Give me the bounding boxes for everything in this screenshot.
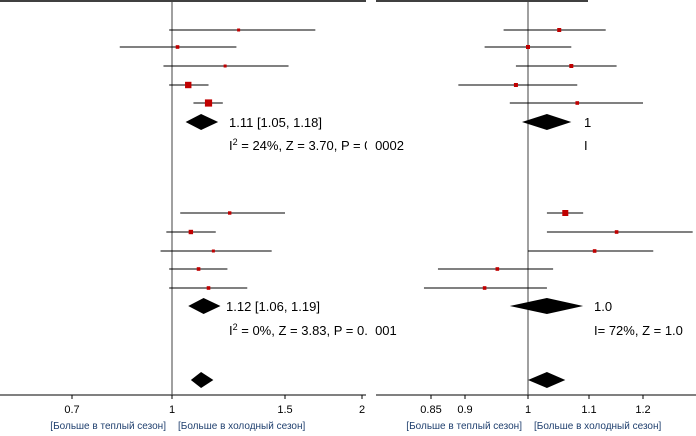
x-axis-label-left: [Больше в теплый сезон]: [50, 421, 166, 432]
study-point-marker: [227, 211, 232, 215]
pooled-effect-text: 1.11 [1.05, 1.18]: [229, 115, 322, 130]
overall-pooled-diamond: [190, 372, 214, 388]
forest-panel-right: 0.85 0.9 1 1.1 1.2 [Больше в теплый сезон] [Бо…: [376, 0, 696, 432]
study-point-marker: [237, 28, 241, 32]
x-axis-label-left: [Больше в теплый сезон]: [406, 421, 522, 432]
study-point-marker: [592, 249, 597, 253]
x-axis-label-right: [Больше в холодный сезон]: [178, 421, 306, 432]
panel-gap: [367, 0, 375, 436]
study-point-marker: [175, 45, 180, 49]
study-point-marker: [575, 101, 580, 105]
het-i: I: [594, 323, 598, 338]
study-point-marker: [557, 28, 562, 32]
study-point-marker: [526, 45, 530, 49]
het-sup: 2: [233, 322, 238, 332]
x-tick-label: 0.9: [457, 404, 472, 416]
het-stats: = 72%, Z = 1.0: [598, 323, 683, 338]
pooled-effect-text: 1.12 [1.06, 1.19]: [226, 299, 320, 314]
heterogeneity-text: I2 = 0%, Z = 3.83, P = 0.0001: [229, 322, 397, 338]
study-point-marker: [614, 230, 619, 234]
study-point-marker: [204, 99, 213, 107]
x-tick-label: 1: [169, 404, 175, 416]
x-tick-label: 0.85: [420, 404, 441, 416]
forest-panel-left: 0.7 1 1.5 2 [Больше в теплый сезон] [Больше в…: [0, 0, 404, 432]
het-stats: = 0%, Z = 3.83, P = 0.0001: [238, 323, 397, 338]
heterogeneity-text: I: [584, 138, 588, 153]
het-i: I: [229, 323, 233, 338]
study-point-marker: [562, 210, 569, 216]
pooled-effect-text: 1.0: [594, 299, 612, 314]
heterogeneity-text: I= 72%, Z = 1.0: [594, 323, 683, 338]
x-axis-label-right: [Больше в холодный сезон]: [534, 421, 662, 432]
study-point-marker: [188, 229, 194, 235]
x-tick-label: 1: [525, 404, 531, 416]
study-point-marker: [495, 267, 500, 271]
study-point-marker: [513, 83, 518, 87]
x-tick-label: 1.5: [277, 404, 292, 416]
x-tick-label: 0.7: [64, 404, 79, 416]
subgroup-pooled-diamond: [188, 298, 221, 314]
subgroup-pooled-diamond: [521, 114, 572, 130]
overall-pooled-diamond: [528, 372, 566, 388]
study-point-marker: [569, 64, 574, 68]
study-point-marker: [211, 249, 215, 253]
het-i: I: [229, 138, 233, 153]
x-tick-label: 1.1: [581, 404, 596, 416]
pooled-effect-text: 1: [584, 115, 591, 130]
study-point-marker: [196, 267, 201, 271]
heterogeneity-text: I2 = 24%, Z = 3.70, P = 0.0002: [229, 137, 404, 153]
het-stats: = 24%, Z = 3.70, P = 0.0002: [238, 138, 404, 153]
study-point-marker: [482, 286, 487, 290]
subgroup-pooled-diamond: [509, 298, 584, 314]
study-point-marker: [223, 64, 227, 68]
x-tick-label: 2: [359, 404, 365, 416]
het-i: I: [584, 138, 588, 153]
subgroup-pooled-diamond: [185, 114, 219, 130]
x-tick-label: 1.2: [635, 404, 650, 416]
study-point-marker: [185, 81, 192, 89]
het-sup: 2: [233, 137, 238, 147]
study-point-marker: [206, 286, 211, 290]
